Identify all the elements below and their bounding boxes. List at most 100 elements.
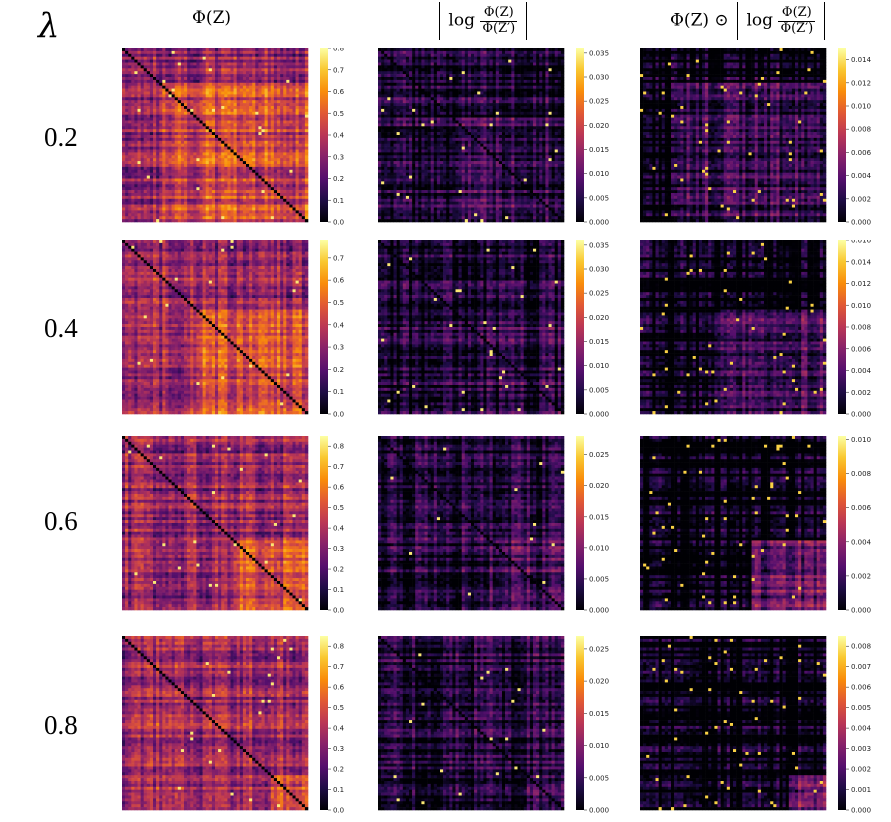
- heatmap-cell: [134, 68, 138, 72]
- heatmap-cell: [402, 68, 407, 72]
- heatmap-cell: [146, 120, 151, 124]
- heatmap-cell: [196, 140, 200, 144]
- heatmap-cell: [180, 166, 185, 171]
- heatmap-cell: [255, 50, 259, 55]
- heatmap-cell: [140, 108, 144, 113]
- heatmap-cell: [409, 88, 413, 92]
- heatmap-cell: [134, 143, 138, 147]
- heatmap-cell: [125, 126, 129, 130]
- heatmap-cell: [539, 103, 543, 107]
- heatmap-cell: [193, 181, 197, 185]
- heatmap-cell: [202, 198, 206, 202]
- heatmap-cell: [381, 108, 385, 113]
- heatmap-cell: [131, 152, 135, 156]
- heatmap-cell: [443, 91, 447, 95]
- heatmap-cell: [174, 161, 179, 165]
- heatmap-cell: [304, 65, 309, 69]
- heatmap-cell: [131, 195, 135, 200]
- heatmap-cell: [177, 172, 182, 176]
- heatmap-cell: [301, 117, 306, 121]
- heatmap-cell: [221, 135, 225, 139]
- heatmap-cell: [270, 88, 275, 92]
- heatmap-cell: [480, 85, 484, 89]
- heatmap-cell: [205, 71, 210, 75]
- heatmap-cell: [143, 184, 148, 188]
- heatmap-cell: [258, 187, 262, 191]
- heatmap-cell: [267, 59, 272, 63]
- heatmap-cell: [215, 161, 219, 165]
- heatmap-cell: [452, 85, 456, 89]
- heatmap-cell: [273, 172, 278, 176]
- heatmap-cell: [159, 108, 163, 113]
- heatmap-cell: [252, 94, 256, 98]
- heatmap-cell: [452, 62, 456, 66]
- heatmap-cell: [146, 172, 151, 176]
- heatmap-cell: [162, 207, 166, 211]
- heatmap-cell: [128, 193, 132, 197]
- heatmap-cell: [498, 50, 503, 55]
- heatmap-cell: [449, 111, 453, 115]
- heatmap-cell: [533, 65, 537, 69]
- heatmap-cell: [301, 143, 306, 147]
- heatmap-cell: [393, 77, 397, 81]
- heatmap-cell: [233, 137, 237, 142]
- heatmap-cell: [143, 201, 148, 205]
- heatmap-cell: [529, 48, 534, 52]
- heatmap-cell: [270, 140, 275, 144]
- heatmap-cell: [168, 161, 172, 165]
- heatmap-cell: [239, 216, 244, 220]
- heatmap-cell: [455, 74, 459, 78]
- heatmap-cell: [224, 198, 228, 202]
- heatmap-cell: [301, 114, 306, 118]
- colorbar-tick-label: 0.3: [333, 153, 344, 161]
- heatmap-cell: [249, 152, 253, 156]
- heatmap-cell: [295, 132, 299, 136]
- heatmap-cell: [202, 140, 206, 144]
- heatmap-cell: [378, 71, 382, 75]
- heatmap-cell: [168, 187, 172, 191]
- heatmap-cell: [474, 71, 478, 75]
- heatmap-cell: [446, 77, 450, 81]
- heatmap-cell: [162, 106, 166, 110]
- heatmap-cell: [242, 204, 247, 208]
- heatmap-cell: [261, 77, 265, 81]
- heatmap-cell: [480, 59, 484, 63]
- heatmap-cell: [137, 213, 141, 217]
- heatmap-cell: [236, 149, 241, 153]
- heatmap-cell: [273, 164, 278, 168]
- heatmap-cell: [125, 129, 129, 133]
- heatmap-cell: [542, 53, 546, 57]
- heatmap-cell: [415, 77, 419, 81]
- heatmap-cell: [526, 68, 531, 72]
- heatmap-cell: [143, 146, 148, 150]
- heatmap-cell: [143, 152, 148, 156]
- heatmap-cell: [261, 129, 265, 133]
- heatmap-cell: [283, 79, 287, 84]
- heatmap-cell: [381, 59, 385, 63]
- heatmap-cell: [505, 88, 509, 92]
- heatmap-cell: [215, 62, 219, 66]
- heatmap-cell: [533, 85, 537, 89]
- heatmap-cell: [171, 181, 175, 185]
- heatmap-cell: [258, 201, 262, 205]
- heatmap-cell: [267, 166, 272, 171]
- heatmap-cell: [273, 198, 278, 202]
- heatmap-cell: [174, 207, 179, 211]
- heatmap-cell: [545, 68, 549, 72]
- heatmap-cell: [199, 65, 203, 69]
- heatmap-cell: [471, 82, 475, 86]
- heatmap-cell: [458, 111, 462, 115]
- heatmap-cell: [427, 97, 431, 101]
- heatmap-cell: [177, 126, 182, 130]
- heatmap-cell: [215, 149, 219, 153]
- heatmap-cell: [498, 106, 503, 110]
- heatmap-cell: [224, 204, 228, 208]
- heatmap-cell: [301, 108, 306, 113]
- heatmap-cell: [165, 158, 169, 162]
- heatmap-cell: [430, 97, 435, 101]
- heatmap-cell: [489, 108, 493, 113]
- heatmap-cell: [258, 65, 262, 69]
- heatmap-cell: [393, 85, 397, 89]
- heatmap-cell: [249, 126, 253, 130]
- heatmap-cell: [418, 53, 422, 57]
